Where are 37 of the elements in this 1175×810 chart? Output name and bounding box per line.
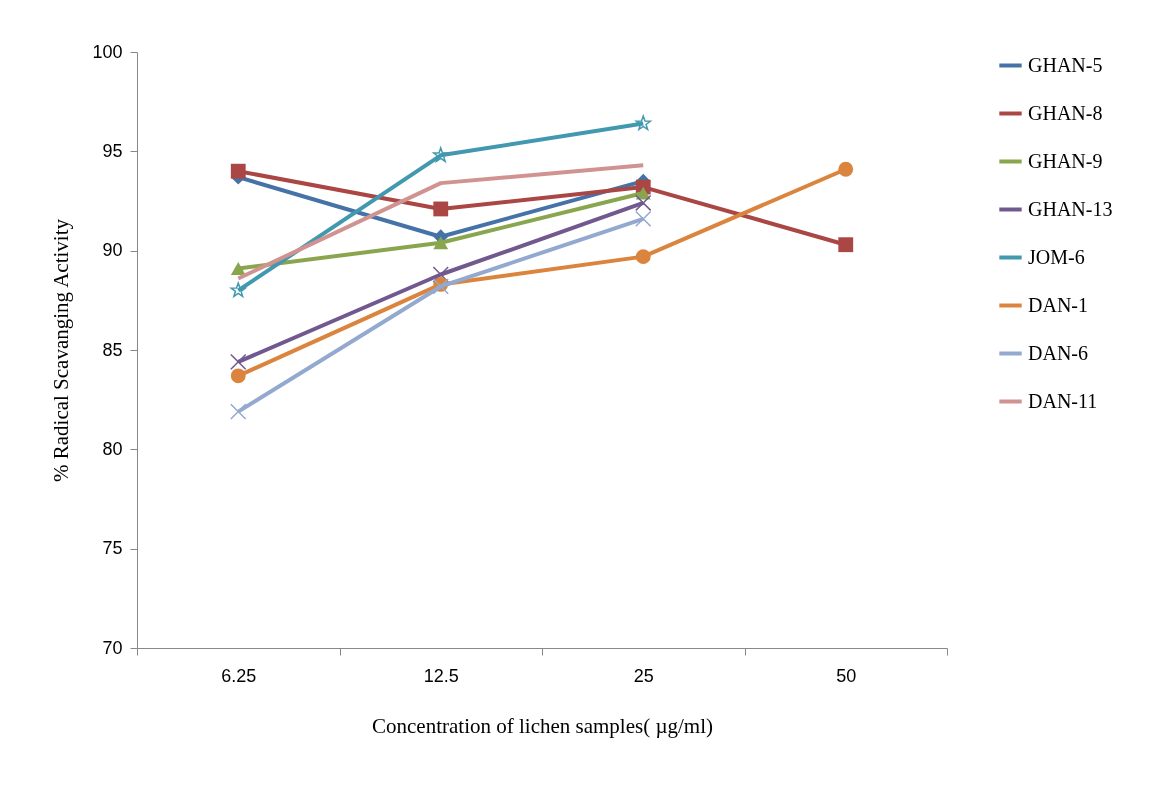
y-tick-label: 90 — [102, 240, 123, 261]
x-tick-label: 12.5 — [423, 665, 459, 686]
point — [838, 237, 854, 253]
point — [230, 282, 247, 298]
point — [433, 236, 449, 250]
legend-label: GHAN-8 — [1028, 101, 1103, 124]
point — [230, 262, 246, 275]
point — [432, 147, 449, 163]
point — [432, 266, 449, 283]
legend-label: GHAN-9 — [1028, 149, 1103, 172]
point — [635, 210, 652, 228]
legend-label: DAN-1 — [1028, 293, 1088, 316]
point — [230, 403, 247, 420]
y-tick-label: 95 — [102, 140, 123, 161]
point — [635, 194, 652, 212]
point — [230, 353, 247, 371]
y-tick-label: 100 — [92, 41, 123, 62]
y-tick-label: 85 — [102, 339, 123, 360]
point — [635, 249, 651, 265]
legend-label: JOM-6 — [1028, 245, 1085, 268]
legend-label: DAN-6 — [1028, 341, 1088, 364]
x-tick-label: 6.25 — [221, 665, 257, 686]
y-tick-label: 80 — [102, 438, 123, 459]
y-tick-label: 75 — [102, 538, 123, 559]
y-tick-label: 70 — [102, 637, 123, 658]
x-tick-label: 25 — [633, 665, 654, 686]
point — [433, 201, 449, 217]
point — [230, 368, 246, 384]
legend-label: GHAN-13 — [1028, 197, 1113, 220]
x-tick-label: 50 — [836, 665, 857, 686]
y-axis-title: % Radical Scavanging Activity — [49, 218, 74, 483]
legend-label: DAN-11 — [1028, 389, 1098, 412]
point — [230, 163, 246, 179]
point — [635, 115, 652, 131]
point — [838, 161, 854, 177]
x-axis-title: Concentration of lichen samples( µg/ml) — [371, 713, 714, 738]
legend-label: GHAN-5 — [1028, 53, 1103, 76]
